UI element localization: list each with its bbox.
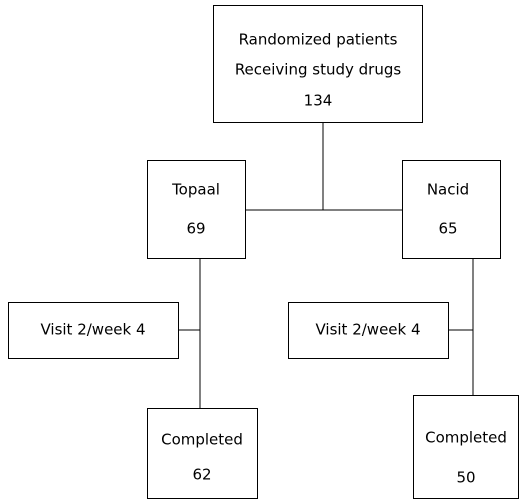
node-text: Nacid bbox=[427, 181, 469, 199]
node-box bbox=[8, 302, 179, 359]
node-box bbox=[147, 160, 246, 259]
node-text: Receiving study drugs bbox=[235, 61, 402, 79]
node-text: Randomized patients bbox=[239, 31, 398, 49]
node-text: Completed bbox=[425, 429, 507, 447]
node-count: 134 bbox=[304, 92, 333, 110]
node-count: 62 bbox=[192, 466, 211, 484]
node-count: 69 bbox=[186, 220, 205, 238]
node-box bbox=[413, 395, 519, 499]
node-box bbox=[147, 408, 258, 499]
node-box bbox=[288, 302, 449, 359]
node-count: 50 bbox=[456, 469, 475, 487]
node-text: Topaal bbox=[171, 181, 220, 199]
node-box bbox=[213, 5, 423, 123]
node-text: Visit 2/week 4 bbox=[315, 321, 420, 339]
node-box bbox=[402, 160, 501, 259]
node-text: Completed bbox=[161, 431, 243, 449]
node-count: 65 bbox=[438, 220, 457, 238]
node-text: Visit 2/week 4 bbox=[40, 321, 145, 339]
